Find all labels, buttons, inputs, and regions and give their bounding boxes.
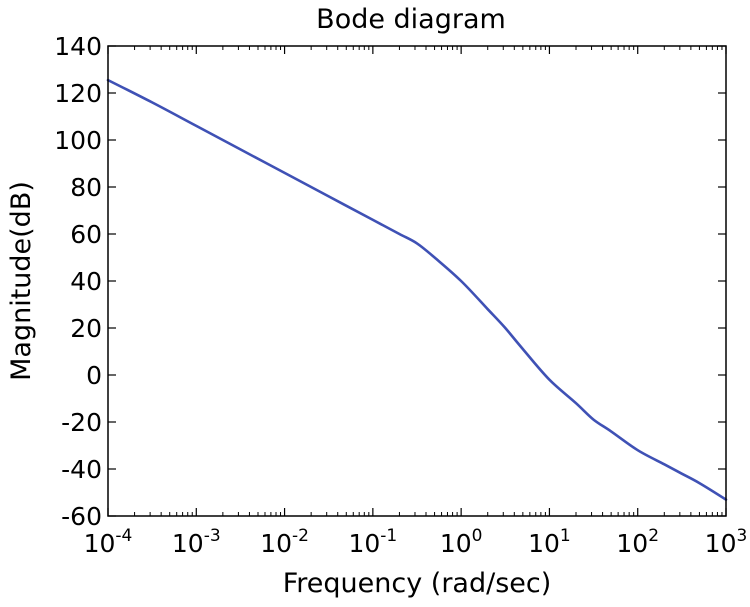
- axis-ticks: [107, 45, 727, 517]
- x-tick-base: 10: [348, 529, 380, 558]
- x-tick-label: 100: [440, 526, 483, 558]
- y-tick-label: 20: [70, 314, 102, 343]
- y-tick-label: 0: [86, 361, 102, 390]
- y-tick-label: 40: [70, 267, 102, 296]
- y-tick-label: -60: [61, 502, 102, 531]
- x-tick-exponent: -4: [115, 526, 132, 546]
- series-layer: [106, 78, 728, 501]
- x-tick-label: 10-4: [84, 526, 133, 558]
- x-tick-base: 10: [440, 529, 472, 558]
- x-tick-exponent: 0: [472, 526, 483, 546]
- x-tick-label: 10-3: [172, 526, 221, 558]
- y-tick-label: 140: [54, 32, 102, 61]
- x-tick-exponent: -1: [380, 526, 397, 546]
- chart-title: Bode diagram: [316, 4, 506, 35]
- x-tick-label: 101: [528, 526, 571, 558]
- y-tick-label: 100: [54, 126, 102, 155]
- x-tick-base: 10: [172, 529, 204, 558]
- y-tick-label: -40: [61, 455, 102, 484]
- x-tick-base: 10: [705, 529, 737, 558]
- y-tick-label: 60: [70, 220, 102, 249]
- x-tick-exponent: -2: [292, 526, 309, 546]
- plot-frame: [107, 45, 727, 517]
- x-tick-exponent: 1: [560, 526, 571, 546]
- x-axis-label: Frequency (rad/sec): [283, 568, 552, 599]
- y-axis-label: Magnitude(dB): [6, 181, 37, 381]
- x-tick-label: 10-1: [348, 526, 397, 558]
- y-tick-label: 80: [70, 173, 102, 202]
- x-tick-exponent: 3: [736, 526, 747, 546]
- x-tick-label: 102: [616, 526, 659, 558]
- magnitude-line: [106, 78, 728, 501]
- x-tick-exponent: 2: [648, 526, 659, 546]
- y-tick-label: 120: [54, 79, 102, 108]
- y-tick-label: -20: [61, 408, 102, 437]
- x-tick-base: 10: [528, 529, 560, 558]
- x-tick-label: 103: [705, 526, 748, 558]
- x-tick-exponent: -3: [204, 526, 221, 546]
- x-tick-base: 10: [260, 529, 292, 558]
- x-tick-base: 10: [616, 529, 648, 558]
- x-tick-base: 10: [84, 529, 116, 558]
- x-tick-label: 10-2: [260, 526, 309, 558]
